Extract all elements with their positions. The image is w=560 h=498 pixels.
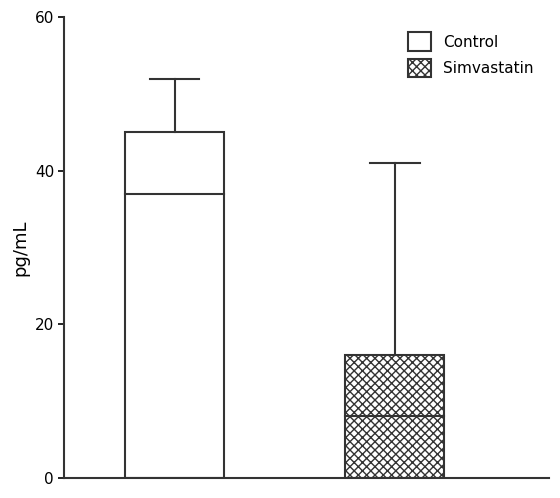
Bar [125,132,224,478]
Bar [345,355,444,478]
Y-axis label: pg/mL: pg/mL [11,219,29,276]
Legend: Control, Simvastatin: Control, Simvastatin [400,25,542,85]
